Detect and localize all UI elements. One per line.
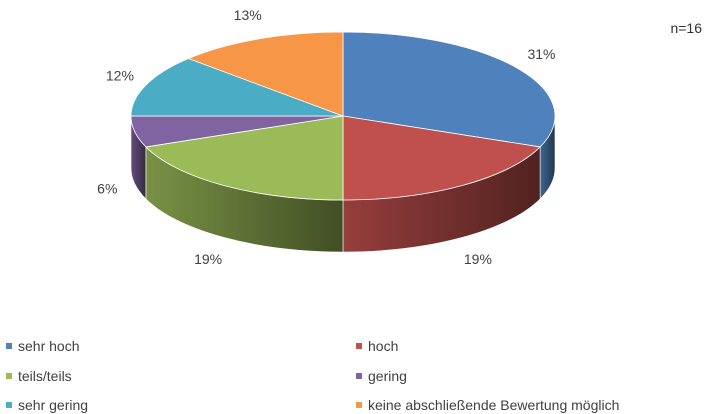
pie-slice-1 <box>342 115 541 201</box>
data-label-1: 19% <box>464 251 492 267</box>
pie-slice-5 <box>187 31 344 117</box>
pie-slice-4 <box>130 58 344 117</box>
data-label-0: 31% <box>527 46 555 62</box>
data-label-5: 13% <box>234 7 262 23</box>
sample-size-label: n=16 <box>670 20 702 36</box>
pie-slice-2 <box>145 115 344 201</box>
pie-slices <box>130 31 556 201</box>
data-label-2: 19% <box>194 251 222 267</box>
pie-data-labels: 31% 19% 19% 6% 12% 13% <box>97 7 555 267</box>
pie-slice-0 <box>342 31 556 148</box>
data-label-4: 12% <box>106 68 134 84</box>
data-label-3: 6% <box>97 181 117 197</box>
